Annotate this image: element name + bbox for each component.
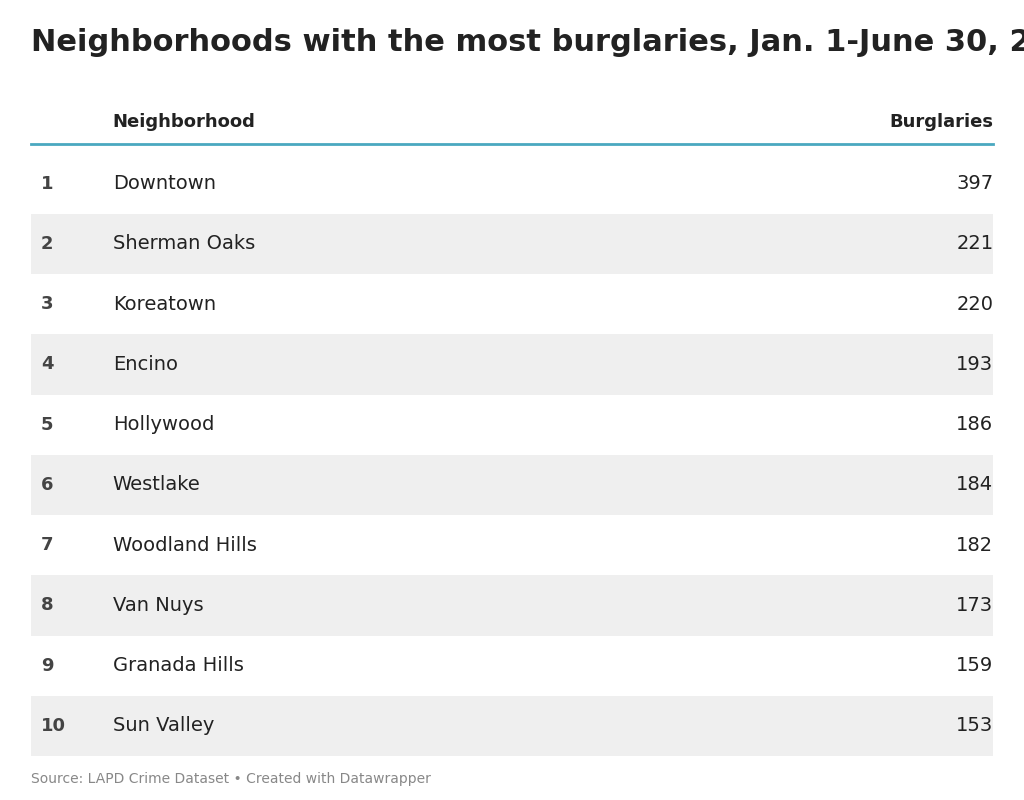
Text: Downtown: Downtown	[113, 174, 216, 194]
Text: 397: 397	[956, 174, 993, 194]
Text: Granada Hills: Granada Hills	[113, 656, 244, 675]
Text: Koreatown: Koreatown	[113, 294, 216, 314]
Text: 193: 193	[956, 355, 993, 374]
FancyBboxPatch shape	[31, 214, 993, 274]
FancyBboxPatch shape	[31, 454, 993, 515]
Text: 3: 3	[41, 295, 53, 313]
Text: Hollywood: Hollywood	[113, 415, 214, 434]
Text: 153: 153	[956, 716, 993, 735]
Text: Westlake: Westlake	[113, 475, 201, 494]
Text: 173: 173	[956, 596, 993, 615]
Text: 9: 9	[41, 657, 53, 674]
FancyBboxPatch shape	[31, 696, 993, 756]
Text: 184: 184	[956, 475, 993, 494]
Text: Neighborhoods with the most burglaries, Jan. 1-June 30, 2023: Neighborhoods with the most burglaries, …	[31, 28, 1024, 57]
Text: 4: 4	[41, 355, 53, 374]
Text: 7: 7	[41, 536, 53, 554]
Text: 10: 10	[41, 717, 66, 735]
Text: 186: 186	[956, 415, 993, 434]
Text: Neighborhood: Neighborhood	[113, 113, 256, 130]
Text: 2: 2	[41, 235, 53, 253]
Text: Sun Valley: Sun Valley	[113, 716, 214, 735]
Text: 221: 221	[956, 234, 993, 254]
FancyBboxPatch shape	[31, 334, 993, 394]
Text: 182: 182	[956, 536, 993, 554]
FancyBboxPatch shape	[31, 575, 993, 635]
Text: Woodland Hills: Woodland Hills	[113, 536, 257, 554]
Text: Source: LAPD Crime Dataset • Created with Datawrapper: Source: LAPD Crime Dataset • Created wit…	[31, 771, 431, 786]
Text: 1: 1	[41, 174, 53, 193]
Text: Burglaries: Burglaries	[889, 113, 993, 130]
Text: 8: 8	[41, 596, 53, 614]
Text: 6: 6	[41, 476, 53, 494]
Text: Sherman Oaks: Sherman Oaks	[113, 234, 255, 254]
Text: Encino: Encino	[113, 355, 177, 374]
Text: Van Nuys: Van Nuys	[113, 596, 204, 615]
Text: 159: 159	[956, 656, 993, 675]
Text: 5: 5	[41, 416, 53, 434]
Text: 220: 220	[956, 294, 993, 314]
